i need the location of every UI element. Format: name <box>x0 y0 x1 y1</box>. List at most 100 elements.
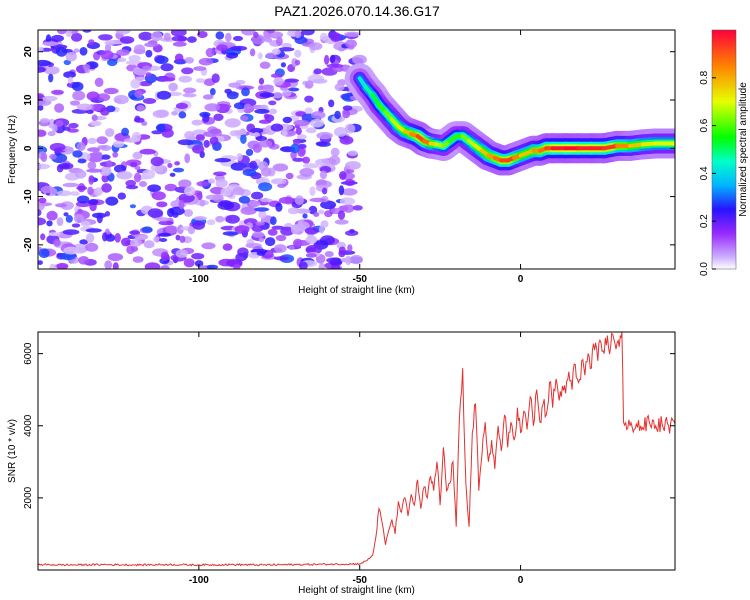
noise-blob <box>282 116 292 124</box>
noise-blob <box>169 172 176 177</box>
noise-blob <box>99 166 112 177</box>
noise-blob <box>78 255 90 265</box>
noise-blob <box>192 144 205 154</box>
noise-blob <box>331 264 341 269</box>
noise-blob <box>62 229 80 235</box>
noise-blob <box>56 262 69 269</box>
noise-blob <box>101 174 109 183</box>
noise-blob <box>315 179 327 187</box>
y-tick-label: -10 <box>23 189 34 204</box>
noise-blob <box>46 220 53 227</box>
noise-blob <box>160 77 176 82</box>
noise-blob <box>271 48 281 55</box>
noise-blob <box>175 249 188 258</box>
noise-blob <box>85 242 99 252</box>
noise-blob <box>125 60 143 66</box>
noise-blob <box>125 185 139 190</box>
noise-blob <box>87 161 97 170</box>
noise-blob <box>87 147 101 152</box>
x-axis-label: Height of straight line (km) <box>298 285 415 296</box>
noise-blob <box>318 262 325 269</box>
noise-blob <box>172 167 185 173</box>
noise-blob <box>51 34 64 42</box>
noise-blob <box>47 131 56 137</box>
noise-blob <box>156 90 172 100</box>
noise-blob <box>224 118 241 128</box>
noise-blob <box>294 30 302 39</box>
noise-blob <box>258 77 265 85</box>
y-tick: -20 <box>23 237 675 252</box>
noise-blob <box>251 191 264 200</box>
noise-blob <box>51 124 58 133</box>
noise-blob <box>216 44 228 52</box>
x-tick-label: 0 <box>518 274 524 285</box>
x-tick-label: 0 <box>518 575 524 586</box>
noise-blob <box>88 175 94 185</box>
noise-blob <box>260 198 273 203</box>
colorbar-tick-label: 0.8 <box>699 70 710 84</box>
noise-blob <box>204 103 220 112</box>
noise-blob <box>46 210 58 221</box>
noise-blob <box>270 73 284 78</box>
noise-blob <box>273 77 284 86</box>
chart-title: PAZ1.2026.070.14.36.G17 <box>274 3 440 19</box>
spectrogram-frame <box>37 29 676 270</box>
noise-blob <box>63 246 80 255</box>
noise-blob <box>280 62 286 68</box>
y-tick: 20 <box>23 46 675 57</box>
noise-blob <box>302 213 308 219</box>
colorbar-tick-label: 0.2 <box>699 214 710 228</box>
noise-blob <box>51 89 64 95</box>
noise-blob <box>38 197 47 204</box>
y-tick: 0 <box>23 145 675 151</box>
noise-blob <box>153 236 160 243</box>
noise-blob <box>337 210 346 220</box>
noise-blob <box>55 120 64 127</box>
noise-blob <box>183 258 195 268</box>
noise-blob <box>313 212 320 217</box>
noise-blob <box>213 171 227 177</box>
noise-blob <box>132 151 143 160</box>
noise-blob <box>326 257 339 264</box>
noise-blob <box>61 164 70 169</box>
y-tick-label: 10 <box>23 94 34 106</box>
noise-blob <box>284 78 300 83</box>
signal-ridge <box>344 63 675 176</box>
noise-blob <box>263 113 270 119</box>
noise-blob <box>234 129 247 136</box>
noise-blob <box>129 204 136 209</box>
y-axis-label: Frequency (Hz) <box>7 115 18 184</box>
noise-blob <box>235 253 247 262</box>
noise-blob <box>106 160 113 168</box>
noise-blob <box>243 103 252 110</box>
noise-blob <box>39 118 50 124</box>
noise-blob <box>292 157 305 162</box>
noise-blob <box>334 126 348 137</box>
noise-blob <box>42 95 58 102</box>
noise-blob <box>144 262 161 269</box>
x-tick: -100 <box>189 30 209 285</box>
noise-blob <box>38 217 47 226</box>
noise-blob <box>96 93 111 102</box>
noise-blob <box>305 127 317 134</box>
noise-blob <box>264 37 273 43</box>
noise-blob <box>177 224 184 235</box>
noise-blob <box>160 251 169 262</box>
noise-blob <box>113 94 129 105</box>
noise-blob <box>152 109 169 119</box>
noise-blob <box>225 32 232 43</box>
noise-blob <box>65 215 73 223</box>
noise-blob <box>40 185 55 194</box>
noise-blob <box>233 35 243 42</box>
noise-blob <box>183 87 197 94</box>
noise-blob <box>171 111 179 116</box>
x-tick: 0 <box>518 332 524 586</box>
noise-blob <box>345 168 355 174</box>
noise-blob <box>183 209 193 217</box>
noise-blob <box>167 163 173 168</box>
noise-blob <box>248 200 261 208</box>
noise-blob <box>133 44 146 55</box>
noise-blob <box>345 230 359 236</box>
noise-blob <box>121 127 129 137</box>
